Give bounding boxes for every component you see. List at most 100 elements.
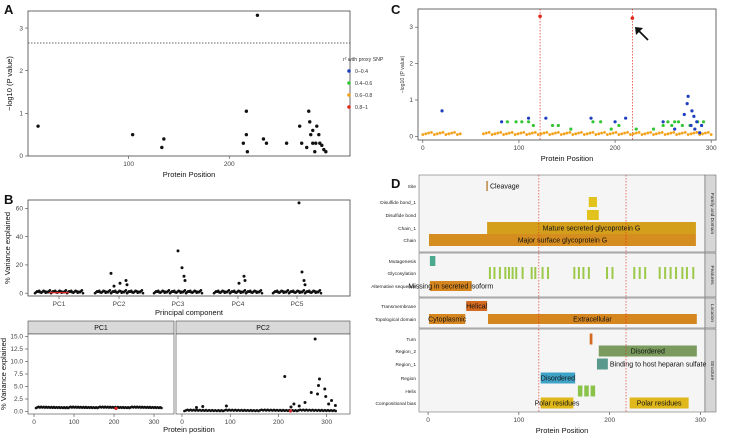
point-c-orange [539,132,543,136]
point-c-orange [447,132,451,136]
point-b [200,291,204,295]
panel-c-frame [417,8,717,141]
point-c-green [599,120,603,124]
point-c-orange [580,130,583,134]
point-a [130,132,135,137]
glycosylation-mark [504,267,507,279]
point-c-green [661,123,665,128]
point-c-blue [689,123,693,128]
point-a [160,145,164,150]
point-a [307,109,311,113]
point-c-orange [542,131,546,135]
point-c-orange [571,133,575,136]
x-tick-label-d: 200 [604,417,615,424]
point-b [112,284,116,288]
x-tick-label-bl: 100 [225,419,236,426]
track-row-label: Disulfide bond_1 [380,200,416,206]
glycosylation-mark [675,267,678,279]
feature-label: Major surface glycoprotein G [518,238,607,245]
point-bl [289,405,293,409]
x-tick-label-bl: 0 [32,419,36,426]
point-b [80,289,84,292]
feature-label: Disordered [541,376,575,383]
glycosylation-mark [530,267,533,279]
x-axis-label-b: Principal component [155,308,224,317]
point-b [300,270,304,274]
point-bl [313,337,317,341]
feature-bar [629,397,689,409]
track-row-label: Topological domain [375,317,416,323]
x-axis-label-a: Protein Position [163,170,216,179]
glycosylation-mark [493,267,496,279]
glycosylation-mark [498,267,501,279]
track-row-label: Transmembrane [381,304,416,310]
point-bl [317,384,321,387]
point-c-orange [692,131,696,135]
point-c-orange [559,133,563,136]
point-a [314,141,318,145]
feature-label: Disordered [631,349,665,356]
x-tick-label-a: 200 [224,161,235,168]
point-bl [334,409,337,413]
point-c-orange [551,132,554,136]
point-bl [317,377,321,381]
track-row-label: Region [401,376,417,382]
track-row-label: Chain_1 [398,226,416,232]
glycosylation-mark [664,267,667,279]
point-a [311,128,315,133]
feature-bar [577,385,583,397]
panel-label-c: C [391,2,401,17]
point-b [140,289,144,292]
feature-bar [586,210,599,220]
feature-bar [596,358,608,370]
point-b [109,271,113,275]
glycosylation-mark [587,267,590,279]
point-c-orange [617,133,621,136]
y-tick-label-bl: 0.0 [14,409,23,416]
glycosylation-mark [685,267,688,279]
glycosylation-mark [534,267,537,279]
point-c-orange [626,130,629,134]
point-b [199,289,203,292]
glycosylation-mark [611,267,614,279]
track-strip [704,328,717,413]
x-tick-label-bl: 200 [273,419,284,426]
point-bl [327,402,331,406]
point-c-blue [500,120,504,124]
point-a [241,141,246,145]
point-b [237,281,241,285]
point-c-blue [699,123,704,128]
point-bl [160,406,163,410]
point-b [183,278,187,282]
point-a [322,147,326,152]
point-c-orange [421,133,425,136]
point-c-orange [623,131,627,135]
point-b [302,289,306,292]
track-strip [704,252,717,298]
point-c-orange [493,132,497,136]
point-c-blue [693,127,697,131]
point-c-orange [657,131,661,135]
point-c-blue [613,120,617,124]
point-c-orange [706,130,710,134]
point-c-orange [481,132,485,136]
point-c-green [617,123,621,128]
track-row-label: Mutagenesis [389,259,417,265]
point-b [118,281,122,285]
x-tick-label-bl: 300 [149,419,160,426]
feature-label: Polar residues [535,401,580,408]
y-tick-label-bl: 10.0 [10,359,23,366]
point-b [286,289,290,292]
point-a [313,150,317,154]
point-c-orange [505,132,508,136]
panel-b-frame [27,199,351,297]
point-c-orange [701,132,704,136]
point-c-red [630,16,635,20]
x-tick-label-c: 0 [421,145,425,152]
legend-swatch-c [347,105,351,109]
y-tick-label-a: 2 [19,68,23,75]
point-c-green [680,123,684,128]
point-c-blue [692,114,696,118]
feature-bar [429,281,472,291]
point-a [255,13,260,17]
